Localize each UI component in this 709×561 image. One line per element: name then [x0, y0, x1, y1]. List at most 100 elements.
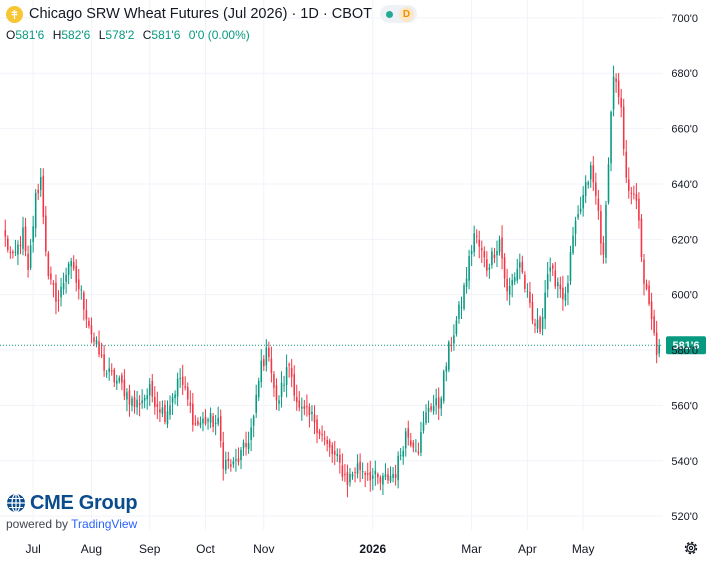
candle-body: [374, 470, 377, 475]
candle-body: [397, 455, 399, 481]
candle-body: [268, 347, 270, 357]
candle-body: [250, 427, 252, 441]
market-status-pill[interactable]: D: [380, 5, 418, 23]
price-axis[interactable]: 520'0 540'0 560'0 580'0 600'0 620'0 640'0 660'0…: [671, 13, 698, 523]
candle-body: [288, 364, 290, 366]
candle-body: [394, 474, 397, 478]
candle: [80, 285, 83, 300]
candle: [60, 277, 62, 307]
candle-body: [513, 277, 516, 282]
candle-body: [235, 459, 237, 461]
candle: [105, 370, 108, 378]
candle: [298, 391, 301, 412]
candle-body: [425, 412, 427, 423]
candle: [34, 189, 37, 238]
candle: [617, 72, 620, 105]
wheat-icon[interactable]: [6, 5, 23, 23]
candle-body: [562, 287, 564, 300]
candle-body: [295, 397, 298, 403]
candle-body: [230, 464, 232, 467]
price-tick-label: 600'0: [671, 290, 698, 302]
candle: [453, 324, 455, 351]
candle: [635, 183, 638, 210]
candle: [260, 349, 263, 388]
candle-body: [503, 257, 506, 279]
candle-body: [567, 283, 569, 293]
brand-watermark[interactable]: CME Group powered by TradingView: [6, 491, 138, 532]
candle: [316, 415, 318, 444]
candle: [17, 240, 19, 266]
candle: [77, 269, 80, 300]
candle: [12, 249, 14, 259]
candle: [278, 395, 280, 411]
candle: [116, 374, 118, 390]
candle-body: [404, 431, 407, 449]
candle: [422, 411, 425, 434]
candle: [511, 273, 513, 298]
change-value: 0'0 (0.00%): [188, 28, 250, 42]
candle-body: [450, 344, 453, 346]
gear-icon[interactable]: [683, 540, 699, 556]
candle-body: [460, 307, 463, 309]
candle-body: [605, 204, 607, 258]
candle-body: [465, 278, 468, 287]
candle: [569, 245, 572, 285]
candle: [572, 226, 574, 255]
symbol-title[interactable]: Chicago SRW Wheat Futures (Jul 2026) · 1…: [29, 6, 373, 22]
candle-body: [427, 407, 430, 412]
candle-body: [50, 273, 52, 280]
tradingview-link[interactable]: TradingView: [71, 517, 138, 531]
candle-body: [214, 423, 217, 425]
candle: [602, 236, 605, 264]
candle: [351, 471, 354, 480]
chart-header: Chicago SRW Wheat Futures (Jul 2026) · 1…: [6, 5, 418, 23]
candle-body: [293, 374, 295, 396]
candle-body: [252, 416, 255, 426]
candle: [72, 255, 75, 271]
candle: [230, 459, 232, 472]
candle-body: [7, 238, 9, 250]
candle-body: [382, 475, 384, 485]
candle: [303, 400, 306, 416]
candle: [493, 247, 496, 264]
candle-body: [559, 284, 562, 290]
candle: [19, 236, 22, 255]
candle-body: [247, 442, 250, 450]
candle: [546, 261, 549, 298]
candle: [295, 384, 298, 411]
candle: [14, 239, 17, 257]
candle-body: [273, 373, 275, 388]
candle-body: [645, 283, 648, 289]
candle-body: [232, 461, 235, 465]
candle-body: [265, 347, 268, 366]
candle-body: [582, 194, 584, 209]
candle: [275, 378, 278, 410]
candle: [240, 447, 242, 470]
candle: [273, 370, 275, 397]
candle-body: [333, 451, 336, 455]
candle-body: [448, 342, 450, 370]
candle-body: [151, 380, 154, 397]
candle: [171, 393, 174, 415]
candle: [326, 435, 328, 452]
candle-body: [516, 269, 519, 281]
candle: [425, 404, 427, 425]
candle: [496, 240, 498, 268]
candle: [156, 391, 159, 420]
time-axis[interactable]: Jul Aug Sep Oct Nov 2026 Mar Apr May: [25, 542, 594, 556]
candle: [529, 281, 531, 308]
candle-body: [176, 378, 179, 397]
candle: [473, 225, 475, 257]
candle: [486, 251, 488, 277]
candle: [90, 317, 93, 344]
candle-body: [483, 251, 486, 258]
candle-body: [202, 418, 204, 424]
delayed-data-badge: D: [399, 6, 415, 22]
candle: [217, 406, 219, 427]
candle-body: [103, 354, 105, 371]
candle: [32, 215, 34, 253]
candle: [475, 229, 478, 244]
candle: [98, 330, 100, 358]
candle-body: [72, 261, 75, 269]
